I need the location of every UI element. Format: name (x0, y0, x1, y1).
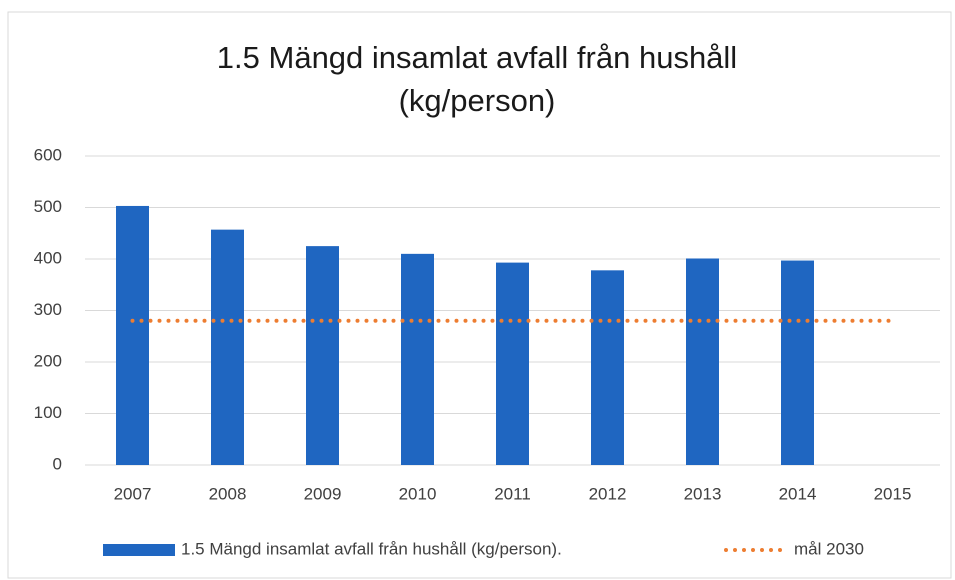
bar (781, 260, 814, 465)
y-tick-label: 300 (34, 300, 62, 319)
bar (686, 258, 719, 465)
x-tick-label: 2011 (494, 484, 531, 503)
x-tick-label: 2007 (114, 484, 152, 503)
x-tick-label: 2015 (874, 484, 912, 503)
y-tick-label: 500 (34, 197, 62, 216)
bar (496, 262, 529, 465)
bar (591, 270, 624, 465)
chart-title: 1.5 Mängd insamlat avfall från hushåll (217, 40, 737, 75)
legend-label: mål 2030 (794, 539, 864, 558)
y-tick-label: 400 (34, 248, 62, 267)
x-tick-label: 2013 (684, 484, 722, 503)
x-tick-label: 2008 (209, 484, 247, 503)
legend-swatch (103, 544, 175, 556)
y-tick-label: 0 (53, 454, 62, 473)
legend-label: 1.5 Mängd insamlat avfall från hushåll (… (181, 539, 562, 558)
x-tick-label: 2014 (779, 484, 817, 503)
y-tick-label: 200 (34, 351, 62, 370)
y-tick-label: 100 (34, 403, 62, 422)
y-tick-label: 600 (34, 145, 62, 164)
bar (211, 229, 244, 465)
x-tick-label: 2010 (399, 484, 437, 503)
x-tick-label: 2012 (589, 484, 627, 503)
bar (306, 246, 339, 465)
bar (116, 205, 149, 465)
bar (401, 253, 434, 465)
chart-subtitle: (kg/person) (399, 83, 556, 118)
x-tick-label: 2009 (304, 484, 342, 503)
